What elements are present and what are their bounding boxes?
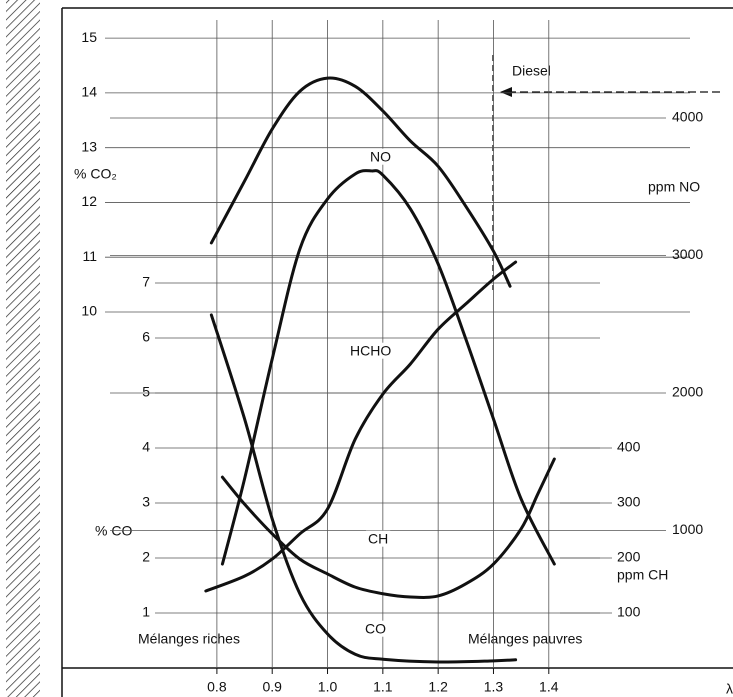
y-tick-label: 1000 bbox=[672, 521, 703, 537]
series-line bbox=[220, 169, 556, 566]
y-tick-label: 2 bbox=[142, 549, 150, 565]
label-bg bbox=[348, 342, 394, 359]
x-axis-label: λ bbox=[726, 681, 733, 697]
y-axis-title: % CO₂ bbox=[74, 166, 117, 182]
label-bg bbox=[368, 148, 394, 165]
y-tick-label: 400 bbox=[617, 439, 641, 455]
y-tick-label: 7 bbox=[142, 274, 150, 290]
x-tick-label: 1.4 bbox=[539, 679, 559, 695]
y-tick-label: 2000 bbox=[672, 384, 703, 400]
series-label: CO bbox=[365, 621, 386, 637]
y-tick-label: 11 bbox=[82, 248, 97, 264]
x-tick-label: 1.2 bbox=[428, 679, 448, 695]
y-tick-label: 12 bbox=[81, 193, 97, 209]
series-line bbox=[204, 260, 518, 593]
y-tick-label: 14 bbox=[81, 84, 97, 100]
hatch-strip bbox=[6, 0, 40, 697]
annotation: Mélanges pauvres bbox=[468, 631, 582, 647]
y-tick-label: 300 bbox=[617, 494, 641, 510]
x-tick-label: 1.0 bbox=[318, 679, 338, 695]
arrow-head bbox=[500, 87, 512, 97]
series-label: NO bbox=[370, 149, 391, 165]
y-tick-label: 13 bbox=[81, 138, 97, 154]
annotation: Diesel bbox=[512, 63, 551, 79]
series-label: CH bbox=[368, 531, 388, 547]
series-line bbox=[209, 76, 512, 288]
y-tick-label: 4000 bbox=[672, 109, 703, 125]
y-axis-title: ppm NO bbox=[648, 179, 700, 195]
series-line bbox=[209, 313, 518, 664]
y-tick-label: 1 bbox=[142, 604, 150, 620]
y-tick-label: 4 bbox=[142, 439, 150, 455]
y-axis-title: ppm CH bbox=[617, 567, 668, 583]
y-tick-label: 200 bbox=[617, 549, 641, 565]
series-line bbox=[220, 457, 556, 599]
y-tick-label: 15 bbox=[81, 29, 97, 45]
y-tick-label: 6 bbox=[142, 329, 150, 345]
label-bg bbox=[363, 620, 389, 637]
y-tick-label: 5 bbox=[142, 384, 150, 400]
series-label: HCHO bbox=[350, 343, 391, 359]
y-tick-label: 10 bbox=[81, 303, 97, 319]
y-tick-label: 100 bbox=[617, 604, 641, 620]
x-tick-label: 1.1 bbox=[373, 679, 393, 695]
y-tick-label: 3 bbox=[142, 494, 150, 510]
annotation: Mélanges riches bbox=[138, 631, 240, 647]
x-tick-label: 0.9 bbox=[262, 679, 282, 695]
x-tick-label: 1.3 bbox=[484, 679, 504, 695]
y-tick-label: 3000 bbox=[672, 246, 703, 262]
x-tick-label: 0.8 bbox=[207, 679, 227, 695]
label-bg bbox=[366, 530, 391, 547]
